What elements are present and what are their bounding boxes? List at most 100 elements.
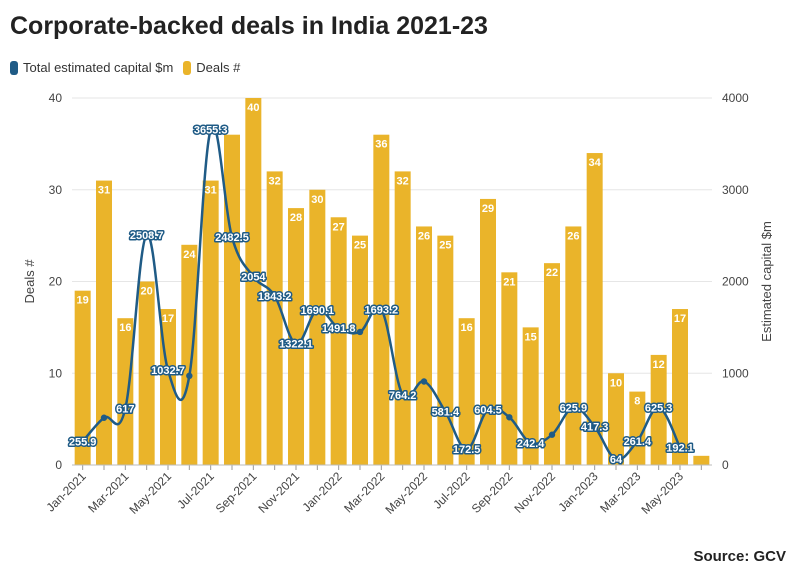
point-capital xyxy=(79,438,86,445)
point-capital xyxy=(655,404,662,411)
bar-deals xyxy=(672,309,688,465)
y-left-tick-label: 0 xyxy=(55,458,62,472)
bar-data-label: 25 xyxy=(354,240,366,252)
bar-deals xyxy=(480,198,496,466)
point-capital xyxy=(484,406,492,413)
point-capital xyxy=(292,340,300,347)
bar-deals xyxy=(266,171,283,465)
bar-data-label: 40 xyxy=(247,102,259,114)
bar-deals xyxy=(458,318,475,465)
x-tick-label: Jan-2022 xyxy=(300,469,346,515)
line-data-label: 417.3 xyxy=(581,422,609,434)
line-data-label: 604.5 xyxy=(474,405,502,417)
bar-data-label: 17 xyxy=(674,313,686,325)
point-capital xyxy=(186,372,193,380)
legend-label-deals: Deals # xyxy=(196,60,241,75)
bar-data-label: 26 xyxy=(567,230,579,242)
point-capital xyxy=(570,404,577,411)
y-right-tick-label: 1000 xyxy=(722,366,749,380)
bar-data-label: 12 xyxy=(653,359,665,371)
legend-item-deals[interactable]: Deals # xyxy=(183,60,240,75)
bar-data-label: 27 xyxy=(333,221,345,233)
legend-swatch-capital xyxy=(10,60,18,75)
point-capital xyxy=(420,378,428,385)
x-tick-label: Jul-2021 xyxy=(174,469,217,512)
x-tick-label: May-2022 xyxy=(382,469,430,517)
point-capital xyxy=(442,408,449,415)
bar-data-label: 28 xyxy=(290,212,302,224)
x-tick-label: Mar-2022 xyxy=(341,469,387,515)
y-right-tick-label: 0 xyxy=(722,458,729,472)
line-data-label: 2054 xyxy=(241,272,266,284)
legend-label-capital: Total estimated capital $m xyxy=(23,60,174,75)
y-right-tick-label: 3000 xyxy=(722,183,749,197)
bar-deals xyxy=(202,180,219,465)
x-tick-label: Jan-2023 xyxy=(556,469,602,515)
bar-deals xyxy=(394,171,411,465)
legend: Total estimated capital $m Deals # xyxy=(10,60,250,75)
line-data-label: 2508.7 xyxy=(130,230,164,242)
bar-data-label: 22 xyxy=(546,267,558,279)
point-capital xyxy=(548,431,556,438)
line-data-label: 64 xyxy=(610,454,623,466)
line-data-label: 242.4 xyxy=(517,438,545,450)
x-tick-label: Nov-2021 xyxy=(255,469,302,516)
bar-data-label: 15 xyxy=(525,331,537,343)
point-capital xyxy=(314,306,321,314)
bar-data-label: 34 xyxy=(589,157,602,169)
point-capital xyxy=(463,445,470,453)
x-tick-label: Sep-2022 xyxy=(469,469,516,516)
bar-data-label: 31 xyxy=(205,185,217,197)
bar-deals xyxy=(138,281,155,465)
bar-deals xyxy=(373,134,390,465)
point-capital xyxy=(207,126,214,133)
line-data-label: 192.1 xyxy=(666,442,694,454)
line-data-label: 1032.7 xyxy=(151,365,185,377)
x-tick-label: May-2021 xyxy=(126,469,174,517)
bar-data-label: 31 xyxy=(98,185,110,197)
line-data-label: 2482.5 xyxy=(215,232,249,244)
source-note: Source: GCV xyxy=(693,548,786,565)
legend-item-capital[interactable]: Total estimated capital $m xyxy=(10,60,173,75)
point-capital xyxy=(122,405,129,412)
bar-data-label: 32 xyxy=(269,175,281,187)
legend-swatch-deals xyxy=(183,60,192,75)
bar-deals xyxy=(437,235,454,465)
bar-deals xyxy=(586,153,603,466)
x-tick-label: Jul-2022 xyxy=(430,469,473,512)
bar-deals xyxy=(693,455,710,465)
bar-deals xyxy=(224,134,240,465)
point-capital xyxy=(634,437,641,445)
bar-deals xyxy=(522,327,539,465)
bar-deals xyxy=(608,373,624,465)
line-data-label: 261.4 xyxy=(624,436,652,448)
bar-data-label: 19 xyxy=(77,295,89,307)
bar-deals xyxy=(181,244,198,465)
y-left-tick-label: 20 xyxy=(49,275,63,289)
point-capital xyxy=(399,391,406,399)
point-capital xyxy=(250,273,257,280)
line-data-label: 1491.8 xyxy=(322,323,356,335)
bar-deals xyxy=(117,318,134,465)
bar-deals xyxy=(544,263,560,465)
bar-data-label: 26 xyxy=(418,230,430,242)
bar-deals xyxy=(565,226,582,465)
bar-data-label: 24 xyxy=(183,249,196,261)
bar-deals xyxy=(74,290,91,465)
bar-deals xyxy=(96,180,112,465)
y-right-axis-title: Estimated capital $m xyxy=(759,221,774,342)
line-data-label: 1690.1 xyxy=(301,305,335,317)
point-capital xyxy=(378,306,385,313)
point-capital xyxy=(356,328,364,336)
point-capital xyxy=(100,414,108,421)
bar-data-label: 16 xyxy=(461,322,473,334)
point-capital xyxy=(164,367,172,374)
chart-title: Corporate-backed deals in India 2021-23 xyxy=(10,12,488,40)
point-capital xyxy=(143,231,150,239)
line-data-label: 617 xyxy=(116,403,134,415)
line-data-label: 581.4 xyxy=(432,407,460,419)
y-left-tick-label: 40 xyxy=(49,91,63,105)
line-data-label: 1693.2 xyxy=(365,305,399,317)
bar-deals xyxy=(501,272,518,465)
